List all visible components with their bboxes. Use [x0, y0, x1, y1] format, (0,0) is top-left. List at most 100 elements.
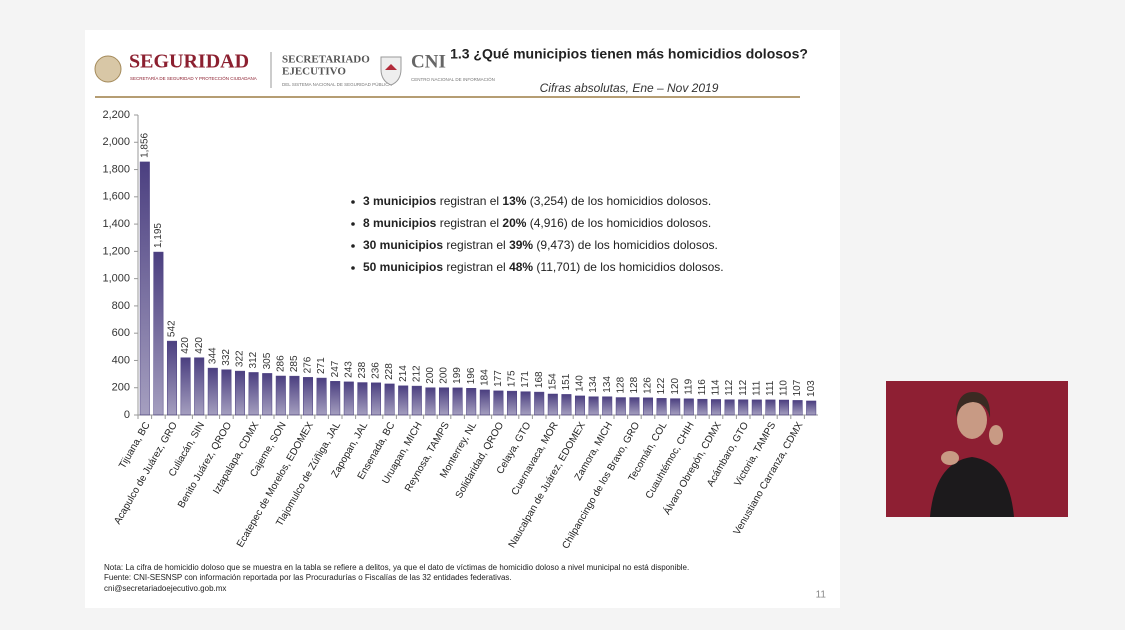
value-label: 128: [629, 376, 640, 393]
bar: [207, 367, 218, 416]
value-label: 420: [180, 337, 191, 354]
value-label: 151: [561, 373, 572, 390]
value-label: 212: [411, 365, 422, 382]
page-number: 11: [816, 590, 827, 601]
value-label: 140: [575, 375, 586, 392]
annotation-part: (3,254) de los homicidios dolosos.: [526, 194, 711, 208]
value-label: 134: [602, 376, 613, 393]
bar: [642, 397, 654, 416]
value-label: 238: [357, 361, 368, 378]
value-label: 134: [588, 376, 599, 393]
value-label: 175: [507, 370, 518, 387]
bar: [234, 370, 246, 416]
bar: [248, 372, 259, 416]
y-tick-label: 2,200: [102, 109, 130, 121]
bar: [506, 390, 518, 416]
bar: [561, 394, 572, 416]
bar: [778, 399, 790, 416]
bar: [438, 387, 450, 416]
interpreter-head: [957, 401, 987, 439]
bullet: [351, 244, 355, 248]
bar: [384, 383, 395, 416]
annotation: 50 municipios registran el 48% (11,701) …: [363, 260, 724, 274]
y-tick-label: 200: [112, 382, 130, 394]
bar: [194, 357, 205, 416]
value-label: 1,195: [153, 223, 164, 248]
logo-subtext: SECRETARÍA DE SEGURIDAD Y PROTECCIÓN CIU…: [130, 75, 257, 81]
annotation-part: 3 municipios: [363, 194, 437, 208]
value-label: 236: [371, 362, 382, 379]
bar: [724, 399, 735, 416]
y-tick-label: 800: [112, 300, 130, 312]
logo-subtext: DEL SISTEMA NACIONAL DE SEGURIDAD PÚBLIC…: [282, 81, 391, 87]
bar: [602, 396, 613, 416]
interpreter-hair: [956, 392, 991, 418]
bar: [153, 251, 164, 416]
value-label: 114: [711, 379, 722, 395]
value-label: 285: [289, 355, 300, 372]
bar: [316, 377, 327, 416]
footnote: Fuente: CNI-SESNSP con información repor…: [104, 573, 512, 582]
value-label: 200: [439, 367, 450, 384]
y-tick-label: 400: [112, 354, 130, 366]
value-label: 228: [384, 363, 395, 380]
bar: [765, 399, 776, 416]
bar: [615, 397, 626, 416]
bar: [534, 391, 545, 416]
value-label: 184: [479, 369, 490, 386]
value-label: 111: [751, 380, 762, 396]
value-label: 112: [724, 379, 735, 395]
bar: [302, 377, 314, 416]
interpreter-body: [930, 457, 1014, 517]
bar: [289, 375, 300, 416]
value-label: 128: [615, 376, 626, 393]
annotation-part: registran el: [436, 216, 502, 230]
value-label: 111: [765, 380, 776, 396]
annotation-part: registran el: [443, 260, 509, 274]
bar: [166, 340, 178, 416]
footnote: Nota: La cifra de homicidio doloso que s…: [104, 563, 689, 572]
bar: [588, 396, 599, 416]
bar: [697, 398, 708, 416]
y-tick-label: 1,600: [102, 191, 130, 203]
chart-title: 1.3 ¿Qué municipios tienen más homicidio…: [450, 46, 808, 62]
bar: [670, 398, 681, 416]
annotation-part: 50 municipios: [363, 260, 443, 274]
y-tick-label: 1,400: [102, 218, 130, 230]
annotations: 3 municipios registran el 13% (3,254) de…: [351, 194, 724, 274]
value-label: 271: [316, 357, 327, 374]
annotation-part: registran el: [436, 194, 502, 208]
annotation-part: 48%: [509, 260, 533, 274]
bullet: [351, 266, 355, 270]
value-label: 116: [697, 379, 708, 395]
bar: [792, 400, 803, 416]
bar: [574, 395, 586, 416]
logo-text: EJECUTIVO: [282, 66, 346, 78]
interpreter-hand: [989, 425, 1003, 445]
annotation-part: 30 municipios: [363, 238, 443, 252]
annotation-part: 8 municipios: [363, 216, 437, 230]
bar: [806, 400, 817, 416]
value-label: 107: [792, 379, 803, 396]
logo-text: SEGURIDAD: [129, 51, 249, 73]
annotation-part: registran el: [443, 238, 509, 252]
y-tick-label: 0: [124, 409, 130, 421]
value-label: 200: [425, 367, 436, 384]
bar: [629, 397, 640, 416]
bar: [493, 390, 504, 416]
value-label: 171: [520, 371, 531, 388]
bar: [466, 388, 477, 416]
annotation-part: (11,701) de los homicidios dolosos.: [533, 260, 724, 274]
value-label: 177: [493, 370, 504, 387]
annotation-part: 20%: [502, 216, 526, 230]
bar: [357, 382, 368, 416]
y-tick-label: 1,800: [102, 163, 130, 175]
slide-area: [85, 30, 840, 608]
bullet: [351, 200, 355, 204]
bar: [370, 382, 382, 416]
logo-text: CNI: [411, 51, 446, 72]
logo-subtext: CENTRO NACIONAL DE INFORMACIÓN: [411, 76, 495, 82]
value-label: 110: [779, 380, 790, 396]
